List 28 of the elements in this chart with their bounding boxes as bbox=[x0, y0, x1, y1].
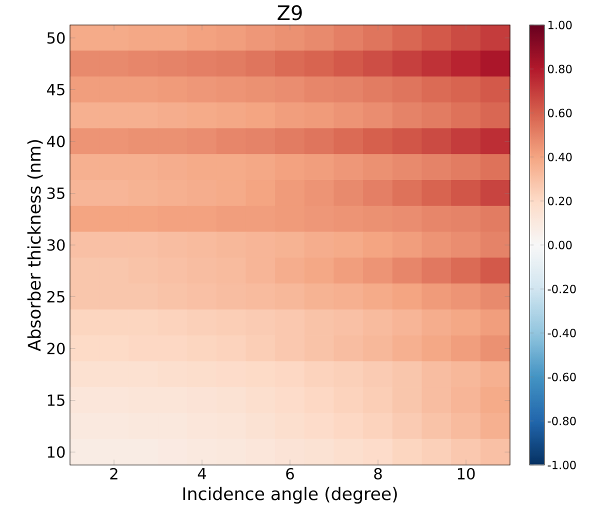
color-bar-label: 0.40 bbox=[548, 152, 572, 162]
y-tick-label: 25 bbox=[47, 290, 64, 303]
chart-title: Z9 bbox=[278, 5, 302, 20]
color-bar-label: 0.60 bbox=[548, 108, 572, 118]
x-tick-label: 2 bbox=[110, 468, 118, 480]
y-tick-label: 20 bbox=[47, 342, 65, 354]
x-tick-label: 8 bbox=[374, 468, 382, 480]
y-tick-label: 35 bbox=[47, 187, 64, 199]
color-bar-label: -0.60 bbox=[548, 372, 576, 382]
y-axis-title: Absorber thickness (nm) bbox=[27, 140, 43, 352]
y-tick-label: 10 bbox=[48, 446, 65, 458]
y-tick-label: 30 bbox=[47, 239, 65, 251]
color-bar-label: -0.40 bbox=[548, 328, 576, 338]
color-bar-label: -0.20 bbox=[548, 284, 576, 294]
y-tick-label: 15 bbox=[48, 394, 64, 406]
x-tick-label: 10 bbox=[458, 468, 475, 480]
y-tick-label: 50 bbox=[47, 32, 65, 44]
color-bar-label: 0.80 bbox=[548, 64, 572, 74]
color-bar-label: 0.20 bbox=[548, 196, 572, 206]
x-tick-label: 6 bbox=[286, 468, 294, 480]
color-bar-label: -1.00 bbox=[548, 460, 576, 470]
color-bar-label: 1.00 bbox=[548, 20, 572, 30]
color-bar-label: 0.00 bbox=[548, 240, 572, 250]
color-bar-label: -0.80 bbox=[548, 416, 576, 426]
y-tick-label: 45 bbox=[46, 84, 64, 96]
x-tick-label: 4 bbox=[198, 468, 206, 480]
y-tick-label: 40 bbox=[46, 136, 65, 148]
x-axis-title: Incidence angle (degree) bbox=[183, 486, 397, 504]
